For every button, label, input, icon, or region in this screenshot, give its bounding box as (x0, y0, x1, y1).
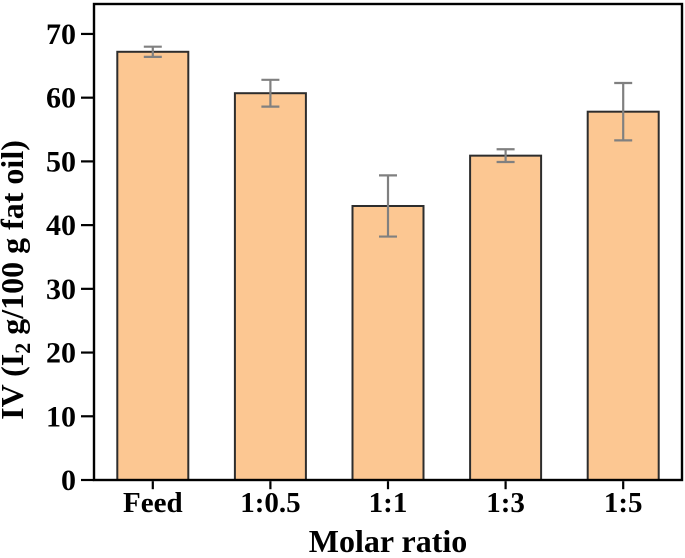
plot-frame (92, 2, 684, 482)
y-tick-label-70: 70 (46, 18, 76, 51)
x-tick-label-1-5: 1:5 (604, 487, 643, 519)
bar-feed (116, 50, 190, 481)
y-tick-label-30: 30 (46, 273, 76, 306)
x-tick-label-1-3: 1:3 (486, 487, 525, 519)
bar-1-0-5 (233, 92, 307, 481)
x-tick-label-feed: Feed (123, 487, 183, 519)
bar-1-1 (351, 204, 425, 482)
y-axis-label: IV (I2 g/100 g fat oil) (0, 140, 35, 420)
bar-1-3 (469, 154, 543, 482)
x-tick-label-1-0-5: 1:0.5 (240, 487, 300, 519)
bar-1-5 (586, 110, 660, 481)
y-tick-label-50: 50 (46, 145, 76, 178)
y-tick-label-20: 20 (46, 337, 76, 370)
y-tick-label-40: 40 (46, 209, 76, 242)
y-tick-label-10: 10 (46, 400, 76, 433)
x-axis-label: Molar ratio (309, 523, 467, 558)
x-tick-label-1-1: 1:1 (369, 487, 408, 519)
y-tick-label-60: 60 (46, 82, 76, 115)
y-tick-label-0: 0 (61, 464, 76, 497)
